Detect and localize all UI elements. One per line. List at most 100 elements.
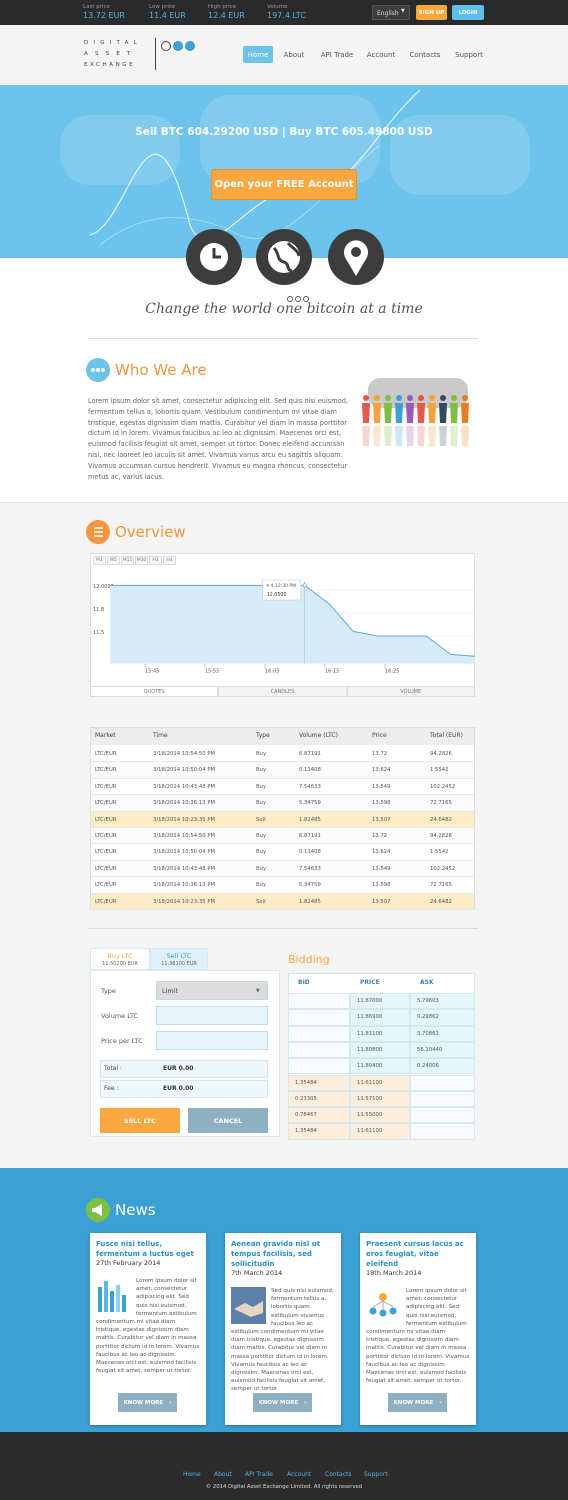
- bid-value: 0.24006: [417, 1063, 439, 1070]
- table-cell: 0.11408: [299, 849, 321, 856]
- table-cell: LTC/EUR: [95, 816, 117, 823]
- tooltip-time: 4:13:30 PM: [271, 583, 296, 589]
- table-row: [91, 828, 474, 845]
- cta-button[interactable]: Open your FREE Account: [211, 169, 357, 200]
- footer-link[interactable]: Account: [287, 1471, 312, 1478]
- know-more-button[interactable]: KNOW MORE ›: [253, 1393, 312, 1412]
- timeframe-tab[interactable]: H4: [163, 556, 176, 565]
- total-row: [100, 1060, 268, 1078]
- total-value: EUR 0.00: [163, 1065, 194, 1072]
- bid-cell: [350, 1025, 410, 1042]
- chart-tab[interactable]: CANDLES: [218, 686, 347, 697]
- table-row: [91, 746, 474, 763]
- stat-value: 13.72 EUR: [83, 11, 125, 20]
- table-cell: 94.2826: [430, 833, 452, 839]
- footer-link[interactable]: Support: [364, 1471, 388, 1478]
- stat-label: Volume: [267, 4, 288, 10]
- button-label: KNOW MORE: [393, 1399, 434, 1406]
- bid-value: 0.23305: [295, 1095, 317, 1102]
- caret: ▼: [401, 8, 405, 14]
- footer-link[interactable]: Contacts: [325, 1471, 352, 1478]
- figure-body: [362, 403, 370, 423]
- figure-reflection: [373, 426, 381, 446]
- bid-cell: [288, 1009, 350, 1026]
- bid-cell: [410, 1074, 475, 1091]
- nav-link[interactable]: Support: [455, 50, 483, 59]
- figure-head: [385, 395, 391, 401]
- news-card: Aenean gravida nisl ut tempus facilisis,…: [225, 1233, 341, 1425]
- table-cell: 3/18/2014 10:43:48 PM: [153, 865, 216, 872]
- column-header: ASK: [420, 979, 434, 986]
- footer-link[interactable]: About: [214, 1471, 232, 1478]
- bidding-title: Bidding: [288, 953, 330, 966]
- know-more-button[interactable]: KNOW MORE ›: [388, 1393, 447, 1412]
- column-header: Type: [256, 732, 270, 739]
- bid-cell: [350, 1009, 410, 1026]
- footer-link[interactable]: API Trade: [245, 1471, 273, 1478]
- table-cell: LTC/EUR: [95, 833, 117, 839]
- table-cell: LTC/EUR: [95, 751, 117, 757]
- chart-tab[interactable]: VOLUME: [346, 686, 475, 697]
- login-button[interactable]: LOGIN: [452, 5, 484, 20]
- bid-value: 11.81100: [357, 1030, 383, 1037]
- news-image: [369, 1293, 397, 1317]
- table-row: [91, 860, 474, 878]
- table-cell: LTC/EUR: [95, 865, 117, 872]
- know-more-button[interactable]: KNOW MORE ›: [118, 1393, 177, 1412]
- table-cell: Buy: [256, 751, 267, 757]
- people-image: [362, 378, 469, 446]
- language-select[interactable]: English: [372, 5, 410, 20]
- table-cell: 13.507: [372, 898, 391, 905]
- nav-link[interactable]: Account: [366, 50, 396, 59]
- logo-text: DIGITAL: [84, 40, 142, 46]
- timeframe-tab[interactable]: M1: [93, 556, 106, 565]
- table-row: [91, 893, 474, 910]
- signup-button[interactable]: SIGN UP: [416, 5, 447, 20]
- table-cell: 13.507: [372, 816, 391, 823]
- bid-cell: [288, 993, 350, 1010]
- figure-head: [363, 395, 369, 401]
- form-tab[interactable]: [150, 948, 208, 970]
- timeframe-tab[interactable]: M15: [121, 556, 134, 565]
- timeframe-tab[interactable]: M30: [135, 556, 148, 565]
- overview-icon: [86, 520, 110, 544]
- bid-cell: [288, 1123, 350, 1140]
- news-date: 18th March 2014: [366, 1269, 422, 1277]
- figure-body: [384, 403, 392, 423]
- figure-reflection: [450, 426, 458, 446]
- figure-head: [407, 395, 413, 401]
- column-header: Time: [153, 732, 168, 739]
- figure-reflection: [428, 426, 436, 446]
- footer-link[interactable]: Home: [183, 1471, 201, 1478]
- table-cell: 24.6482: [430, 898, 452, 905]
- stat-label: Last price: [83, 4, 110, 10]
- table-cell: 94.2826: [430, 751, 452, 757]
- table-row: [91, 811, 474, 828]
- nav-link[interactable]: Contacts: [409, 50, 441, 59]
- bid-cell: [350, 1041, 410, 1059]
- cancel-button[interactable]: CANCEL: [188, 1108, 268, 1133]
- sell-button[interactable]: SELL LTC: [100, 1108, 180, 1133]
- nav-link[interactable]: API Trade: [320, 50, 354, 59]
- bid-value: 11.87000: [357, 998, 383, 1004]
- bid-cell: [288, 1058, 350, 1075]
- table-cell: 7.54633: [299, 783, 321, 790]
- input[interactable]: [156, 981, 268, 1000]
- total-value: EUR 0.00: [163, 1085, 194, 1092]
- nav-link[interactable]: Home: [243, 46, 273, 63]
- figure-body: [428, 403, 436, 423]
- timeframe-tab[interactable]: M5: [107, 556, 120, 565]
- bid-cell: [288, 1041, 350, 1059]
- chart-tab[interactable]: QUOTES: [90, 686, 219, 697]
- table-cell: 5.34759: [299, 800, 321, 807]
- input[interactable]: [156, 1031, 268, 1050]
- table-cell: LTC/EUR: [95, 849, 117, 856]
- timeframe-tab[interactable]: H1: [149, 556, 162, 565]
- nav-link[interactable]: About: [283, 50, 305, 59]
- form-tab[interactable]: [90, 948, 150, 970]
- table-cell: 13.598: [372, 800, 391, 807]
- input[interactable]: [156, 1006, 268, 1025]
- bid-value: 11.80400: [357, 1063, 383, 1070]
- table-cell: Buy: [256, 800, 267, 807]
- figure-head: [374, 395, 380, 401]
